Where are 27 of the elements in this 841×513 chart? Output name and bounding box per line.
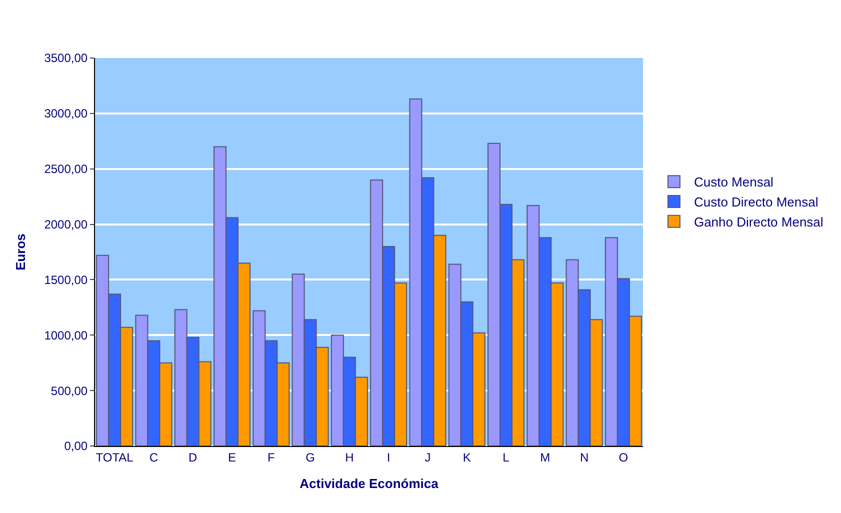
y-tick-label: 2000,00 <box>44 217 88 232</box>
x-tick-label: C <box>149 450 158 464</box>
x-tick-label: J <box>424 450 431 464</box>
legend-label: Custo Mensal <box>694 174 774 190</box>
legend-label: Custo Directo Mensal <box>694 194 818 210</box>
x-tick-label: L <box>502 450 510 464</box>
y-tick-label: 500,00 <box>50 384 88 398</box>
legend-label: Ganho Directo Mensal <box>694 214 824 230</box>
x-axis-title: Actividade Económica <box>300 476 440 491</box>
x-tick-label: F <box>267 450 275 464</box>
x-tick-label: D <box>188 450 198 464</box>
y-tick-label: 1000,00 <box>44 328 88 342</box>
x-tick-label: M <box>540 450 550 464</box>
y-tick-label: 0,00 <box>64 439 88 454</box>
x-tick-label: I <box>386 450 390 464</box>
x-tick-label: H <box>345 450 354 464</box>
y-axis-title: Euros <box>13 234 28 270</box>
y-tick-label: 1500,00 <box>44 272 88 287</box>
y-tick-label: 3500,00 <box>44 51 88 66</box>
y-tick-label: 3000,00 <box>44 106 88 121</box>
x-tick-label: O <box>618 450 628 464</box>
x-tick-label: TOTAL <box>96 450 134 464</box>
x-tick-label: K <box>462 450 471 464</box>
x-tick-label: G <box>306 450 315 464</box>
x-tick-label: E <box>228 450 236 464</box>
y-tick-label: 2500,00 <box>44 162 88 176</box>
x-tick-label: N <box>580 450 589 464</box>
